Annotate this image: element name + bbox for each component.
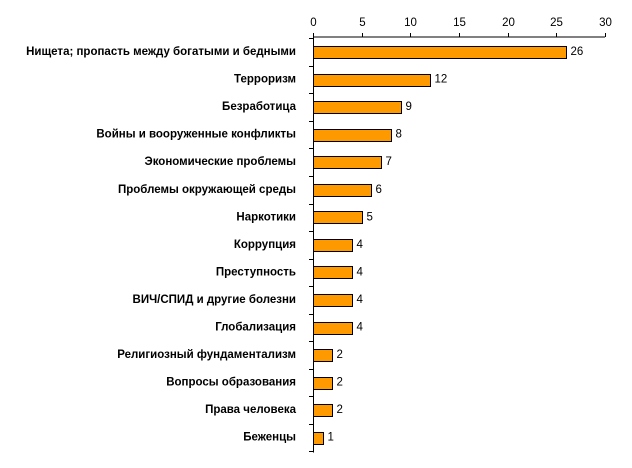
category-label-6: Проблемы окружающей среды (118, 184, 296, 196)
category-label-2: Терроризм (234, 74, 296, 86)
data-label-6: 6 (376, 184, 382, 196)
data-label-13: 2 (337, 377, 343, 389)
category-label-4: Войны и вооруженные конфликты (96, 129, 296, 141)
y-axis (309, 37, 314, 453)
bar-12 (313, 349, 333, 362)
category-label-10: ВИЧ/СПИД и другие болезни (133, 294, 296, 306)
x-axis: 0 5 10 15 20 25 30 (310, 17, 612, 38)
data-label-14: 2 (337, 404, 343, 416)
data-label-7: 5 (367, 211, 373, 223)
category-label-5: Экономические проблемы (145, 156, 297, 168)
x-tick-label-25: 25 (550, 17, 563, 29)
bar-10 (313, 294, 353, 307)
category-label-12: Религиозный фундаментализм (117, 349, 296, 361)
data-label-12: 2 (337, 349, 343, 361)
data-label-15: 1 (328, 432, 334, 444)
category-label-15: Беженцы (243, 432, 296, 444)
bar-9 (313, 266, 353, 279)
bar-5 (313, 156, 382, 169)
data-label-1: 26 (571, 46, 584, 58)
x-tick-label-15: 15 (453, 17, 466, 29)
category-label-11: Глобализация (215, 322, 296, 334)
category-label-14: Права человека (205, 404, 297, 416)
data-label-2: 12 (435, 74, 448, 86)
bar-1 (313, 46, 567, 59)
bar-4 (313, 129, 392, 142)
category-label-8: Коррупция (234, 239, 296, 251)
bar-7 (313, 211, 363, 224)
bar-series (313, 46, 567, 445)
x-tick-label-0: 0 (310, 17, 316, 29)
data-label-4: 8 (396, 129, 402, 141)
bar-11 (313, 322, 353, 335)
bar-6 (313, 184, 372, 197)
x-tick-label-10: 10 (404, 17, 417, 29)
category-label-7: Наркотики (236, 211, 296, 223)
category-label-9: Преступность (216, 266, 296, 278)
bar-2 (313, 74, 431, 87)
data-label-8: 4 (357, 239, 364, 251)
x-tick-label-20: 20 (502, 17, 515, 29)
bar-8 (313, 239, 353, 252)
bar-13 (313, 377, 333, 390)
data-label-5: 7 (386, 156, 392, 168)
category-label-3: Безработица (222, 101, 297, 113)
data-label-9: 4 (357, 266, 364, 278)
data-label-10: 4 (357, 294, 364, 306)
category-label-1: Нищета; пропасть между богатыми и бедным… (26, 46, 296, 58)
data-label-3: 9 (406, 101, 412, 113)
data-label-11: 4 (357, 322, 364, 334)
category-label-13: Вопросы образования (166, 377, 296, 389)
x-tick-label-30: 30 (599, 17, 612, 29)
bar-15 (313, 432, 324, 445)
category-labels: Нищета; пропасть между богатыми и бедным… (26, 46, 296, 444)
bar-14 (313, 404, 333, 417)
x-tick-label-5: 5 (359, 17, 365, 29)
data-labels: 26 12 9 8 7 6 5 4 4 4 4 2 2 2 1 (328, 46, 584, 444)
bar-3 (313, 101, 402, 114)
